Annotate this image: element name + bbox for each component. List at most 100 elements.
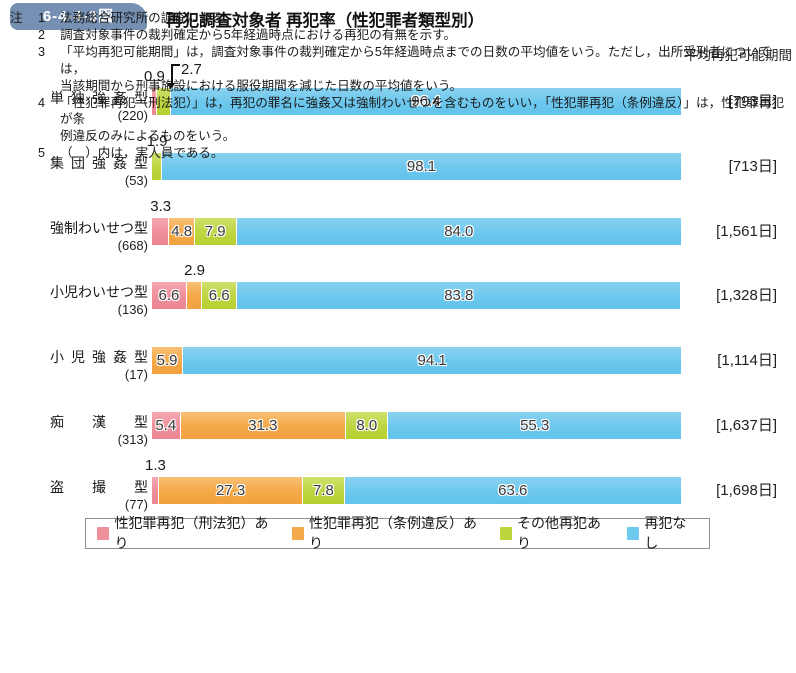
legend-item: 性犯罪再犯（刑法犯）あり — [97, 513, 276, 553]
bar-value-label: 55.3 — [520, 416, 550, 434]
note-text: 法務総合研究所の調査による。 — [60, 11, 236, 25]
figure-title: 再犯調査対象者 再犯率（性犯罪者類型別） — [166, 12, 485, 30]
category-label-block: 集 団 強 姦 型 (53) — [0, 154, 148, 189]
category-label-block: 痴 漢 型 (313) — [0, 413, 148, 448]
bar-track: 1.3 27.3 7.8 63.6 — [145, 457, 681, 504]
callout-arrow-icon — [167, 64, 181, 90]
category-label: 小 児 強 姦 型 — [50, 349, 148, 366]
note-item: 3 「平均再犯可能期間」は，調査対象事件の裁判確定から5年経過時点までの日数の平均… — [0, 44, 796, 95]
arrowhead-icon — [167, 83, 176, 90]
chart-row: 強制わいせつ型 (668) 3.3 4.8 7.9 84.0 [1,561日] — [0, 188, 796, 253]
legend-swatch-other — [499, 526, 513, 540]
bar-track: 1.9 98.1 — [147, 133, 681, 180]
bar-segment-other: 6.6 — [202, 282, 238, 310]
note-item: 1 法務総合研究所の調査による。 — [0, 10, 796, 27]
bar-value-label: 5.4 — [155, 416, 177, 434]
bar-value-label: 94.1 — [417, 352, 447, 370]
legend-item: 性犯罪再犯（条例違反）あり — [291, 513, 484, 553]
chart-legend: 性犯罪再犯（刑法犯）あり 性犯罪再犯（条例違反）あり その他再犯あり 再犯なし — [85, 515, 710, 551]
category-label-block: 盗 撮 型 (77) — [0, 478, 148, 513]
bar-segment-other: 7.9 — [194, 217, 237, 245]
legend-item: 再犯なし — [626, 513, 698, 553]
bar-segment-other — [156, 88, 172, 115]
chart-row: 痴 漢 型 (313) 5.4 31.3 8.0 55.3 [1,637日] — [0, 382, 796, 447]
notes-prefix: 注 — [10, 11, 23, 25]
avg-period-value: [1,698日] — [716, 481, 777, 499]
note-item: 4 「性犯罪再犯（刑法犯）」は，再犯の罪名に強姦又は強制わいせつを含むものをいい，… — [0, 95, 796, 146]
avg-period-value: [713日] — [728, 157, 777, 175]
bar-value-label: 2.9 — [184, 262, 206, 280]
stacked-bar-chart: 単 独 強 姦 型 (220) 0.9 2.7 96.4 [793日] 集 団 強 姦 型(… — [0, 58, 796, 551]
category-count: (220) — [117, 108, 148, 123]
bar-segment-none: 96.4 — [171, 88, 681, 115]
bar-value-label: 0.9 — [143, 68, 165, 85]
bar-segment-sex_ordinance: 27.3 — [158, 476, 304, 504]
bar-segment-sex_ordinance: 5.9 — [152, 347, 184, 375]
bar-track: 5.4 31.3 8.0 55.3 — [152, 411, 681, 439]
bar-value-label: 63.6 — [498, 481, 528, 499]
category-label-block: 小児わいせつ型 (136) — [0, 283, 148, 318]
legend-label: 再犯なし — [644, 515, 687, 552]
bar-value-label: 1.3 — [145, 456, 166, 474]
category-count: (77) — [124, 496, 148, 512]
figure-number-badge: 6-4-4-3図 — [10, 3, 147, 30]
category-count: (136) — [117, 302, 148, 318]
bar-segment-sex_penal — [152, 88, 157, 115]
chart-row: 小 児 強 姦 型 (17) 5.9 94.1 [1,114日] — [0, 317, 796, 382]
category-label: 痴 漢 型 — [50, 413, 148, 430]
bar-value-label: 7.8 — [312, 481, 334, 499]
legend-label: 性犯罪再犯（条例違反）あり — [309, 515, 478, 552]
bar-segment-sex_ordinance: 4.8 — [169, 217, 195, 245]
bar-segment-sex_penal — [152, 476, 159, 504]
chart-row: 小児わいせつ型 (136) 6.6 2.9 6.6 83.8 [1,328日] — [0, 252, 796, 317]
bar-value-label: 3.3 — [150, 197, 172, 215]
legend-swatch-sex_penal — [97, 526, 110, 540]
note-text: 調査対象事件の裁判確定から5年経過時点における再犯の有無を示す。 — [60, 27, 457, 42]
bar-value-label: 7.9 — [204, 222, 226, 240]
notes: 注 1 法務総合研究所の調査による。 2 調査対象事件の裁判確定から5年経過時点におけ… — [0, 10, 796, 162]
chart-row: 単 独 強 姦 型 (220) 0.9 2.7 96.4 [793日] — [0, 58, 796, 123]
bar-segment-sex_penal — [152, 217, 170, 245]
bar-value-label: 6.6 — [158, 287, 180, 305]
legend-label: 性犯罪再犯（刑法犯）あり — [114, 515, 269, 552]
avg-period-value: [1,328日] — [716, 287, 777, 305]
bar-value-callout: 2.7 — [167, 61, 202, 90]
note-number: 5 — [38, 146, 46, 161]
category-label: 集 団 強 姦 型 — [50, 154, 148, 171]
chart-row: 集 団 強 姦 型 (53) 1.9 98.1 [713日] — [0, 123, 796, 188]
legend-item: その他再犯あり — [499, 513, 611, 553]
bar-value-label: 5.9 — [156, 352, 178, 370]
note-text: 「性犯罪再犯（刑法犯）」は，再犯の罪名に強姦又は強制わいせつを含むものをいい，「… — [60, 95, 785, 127]
note-text: 例違反のみによるものをいう。 — [60, 129, 236, 144]
note-number: 2 — [38, 27, 46, 42]
bar-segment-none: 83.8 — [237, 282, 681, 310]
category-label: 盗 撮 型 — [50, 478, 148, 495]
avg-period-column-header: 平均再犯可能期間 — [684, 48, 792, 63]
legend-swatch-sex_ordinance — [291, 526, 305, 540]
bar-value-label: 84.0 — [444, 222, 474, 240]
bar-segment-sex_penal: 5.4 — [152, 411, 181, 439]
bar-value-label: 6.6 — [208, 287, 230, 305]
note-number: 1 — [38, 11, 46, 25]
category-count: (313) — [117, 431, 148, 447]
bar-value-label: 2.7 — [181, 61, 202, 78]
avg-period-value: [1,561日] — [716, 222, 777, 240]
bar-value-label: 98.1 — [406, 157, 437, 175]
bar-track: 0.9 2.7 96.4 — [144, 61, 681, 115]
avg-period-value: [793日] — [728, 93, 777, 110]
bar-value-label: 83.8 — [444, 287, 474, 305]
note-item: 2 調査対象事件の裁判確定から5年経過時点における再犯の有無を示す。 — [0, 27, 796, 44]
bar-segment-sex_penal: 6.6 — [152, 282, 187, 310]
bar-segment-sex_ordinance: 31.3 — [180, 411, 347, 439]
note-number: 4 — [38, 95, 46, 110]
note-text: 「平均再犯可能期間」は，調査対象事件の裁判確定から5年経過時点までの日数の平均値… — [60, 44, 772, 76]
note-number: 3 — [38, 44, 46, 59]
bar-track: 6.6 2.9 6.6 83.8 — [152, 262, 681, 310]
bar-value-label: 96.4 — [411, 93, 441, 110]
bar-segment-other: 7.8 — [303, 476, 345, 504]
bar-value-label: 31.3 — [248, 416, 278, 434]
legend-label: その他再犯あり — [517, 515, 602, 552]
category-label: 単 独 強 姦 型 — [50, 90, 148, 106]
category-label-block: 強制わいせつ型 (668) — [0, 219, 148, 254]
